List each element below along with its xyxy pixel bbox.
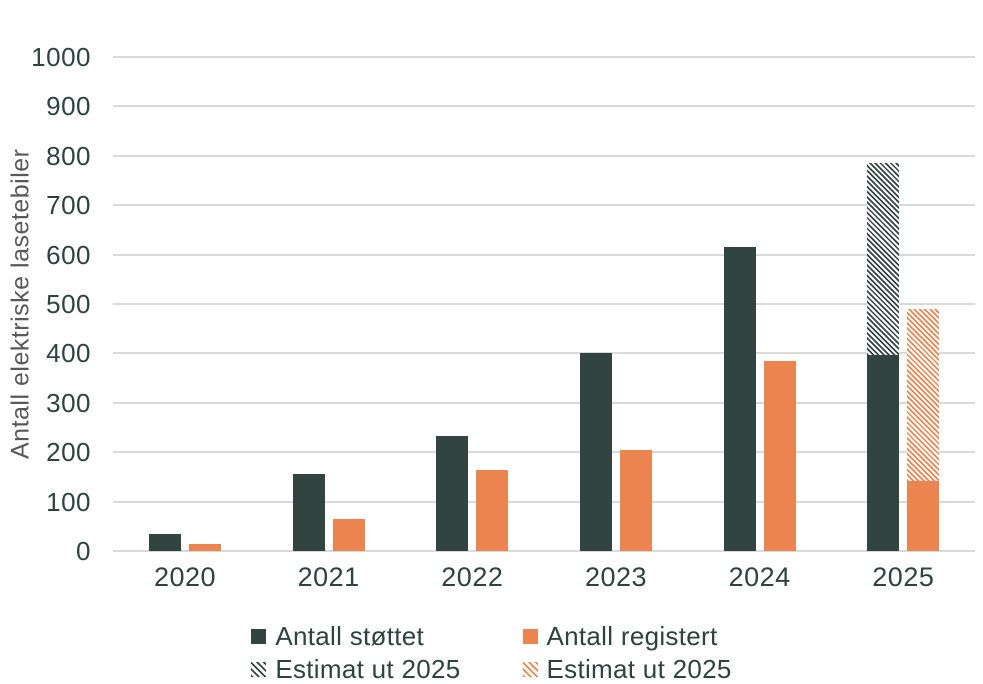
bar-antall-st-ttet xyxy=(579,353,612,551)
y-tick-label: 1000 xyxy=(31,42,91,72)
legend-item: Estimat ut 2025 xyxy=(251,655,460,683)
gridline xyxy=(113,204,975,207)
x-tick-label: 2022 xyxy=(441,562,504,592)
gridline xyxy=(113,401,975,404)
legend-item: Estimat ut 2025 xyxy=(522,654,732,684)
bar-antall-registert xyxy=(907,480,940,551)
bar-antall-st-ttet xyxy=(148,533,181,551)
gridline xyxy=(113,500,975,503)
bar-antall-registert xyxy=(332,518,365,551)
legend-label: Estimat ut 2025 xyxy=(275,654,461,684)
y-tick-label: 400 xyxy=(46,338,91,369)
y-tick-label: 700 xyxy=(46,190,91,221)
bar-estimat-dark-hatched xyxy=(867,162,900,356)
bar-antall-st-ttet xyxy=(723,246,756,551)
bar-antall-st-ttet xyxy=(436,435,469,551)
y-tick-label: 800 xyxy=(46,140,91,171)
bar-estimat-orange-hatched xyxy=(907,308,940,481)
y-tick-label: 200 xyxy=(46,437,91,468)
legend-hatch-swatch-icon xyxy=(522,661,538,677)
gridline xyxy=(113,451,975,454)
y-tick-label: 100 xyxy=(46,486,91,517)
y-tick-label: 900 xyxy=(46,91,91,122)
y-tick-label: 0 xyxy=(76,536,91,566)
x-tick-label: 2025 xyxy=(872,562,935,592)
x-tick-label: 2023 xyxy=(584,562,648,592)
gridline xyxy=(113,352,975,355)
y-tick-label: 500 xyxy=(46,289,91,319)
legend-hatch-swatch-icon xyxy=(251,661,267,677)
gridline xyxy=(113,154,975,157)
legend: Antall støttet Antall registert Estimat ut… xyxy=(0,622,983,683)
gridline xyxy=(113,303,975,305)
legend-item: Antall støttet xyxy=(251,622,460,650)
legend-label: Estimat ut 2025 xyxy=(546,654,732,684)
bar-antall-registert xyxy=(188,543,221,551)
legend-label: Antall støttet xyxy=(275,621,425,651)
legend-item: Antall registert xyxy=(522,621,732,651)
x-tick-label: 2020 xyxy=(153,562,217,592)
bar-antall-st-ttet xyxy=(292,474,325,551)
bar-antall-registert xyxy=(476,470,509,551)
x-tick-label: 2024 xyxy=(728,562,791,592)
x-tick-label: 2021 xyxy=(297,562,360,592)
bar-antall-st-ttet xyxy=(867,355,900,551)
gridline xyxy=(113,253,975,256)
legend-solid-swatch-icon xyxy=(251,628,267,644)
bar-antall-registert xyxy=(763,361,796,551)
legend-solid-swatch-icon xyxy=(522,628,538,644)
gridline xyxy=(113,56,975,58)
y-tick-label: 300 xyxy=(46,387,91,418)
gridline xyxy=(113,550,975,552)
legend-label: Antall registert xyxy=(546,621,718,651)
plot-area xyxy=(113,56,975,552)
gridline xyxy=(113,105,975,108)
y-tick-label: 600 xyxy=(46,239,91,270)
bar-antall-registert xyxy=(619,449,652,551)
